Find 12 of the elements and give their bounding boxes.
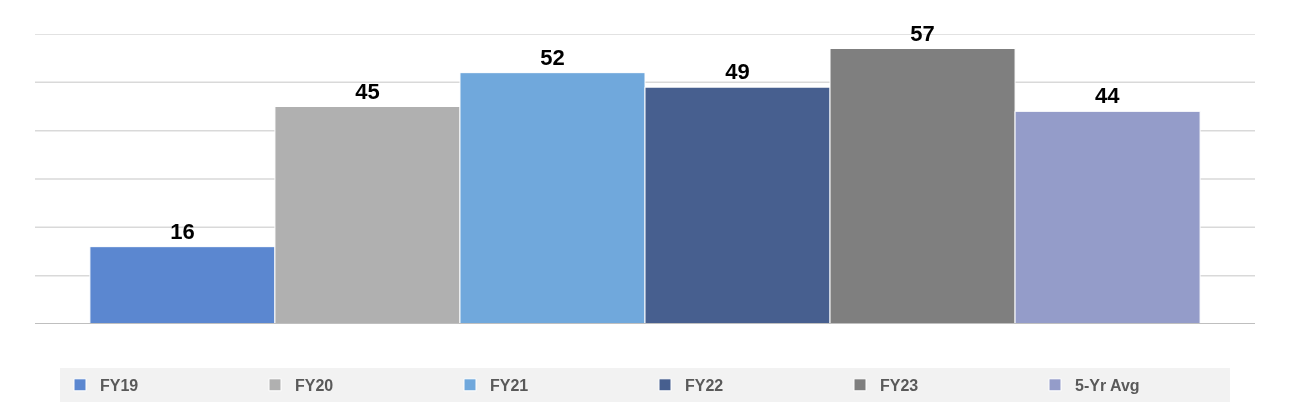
data-label: 57 — [910, 20, 935, 46]
data-label: 44 — [1094, 83, 1121, 109]
legend-label: FY21 — [490, 377, 529, 395]
data-label: 45 — [355, 78, 380, 104]
legend-label: FY22 — [685, 377, 724, 395]
legend-label: FY20 — [295, 377, 334, 395]
data-label: 49 — [725, 59, 750, 85]
data-label: 52 — [540, 44, 565, 70]
data-label: 16 — [170, 218, 195, 244]
legend-label: FY19 — [100, 377, 139, 395]
legend-label: FY23 — [880, 377, 919, 395]
legend-label: 5-Yr Avg — [1075, 377, 1140, 395]
